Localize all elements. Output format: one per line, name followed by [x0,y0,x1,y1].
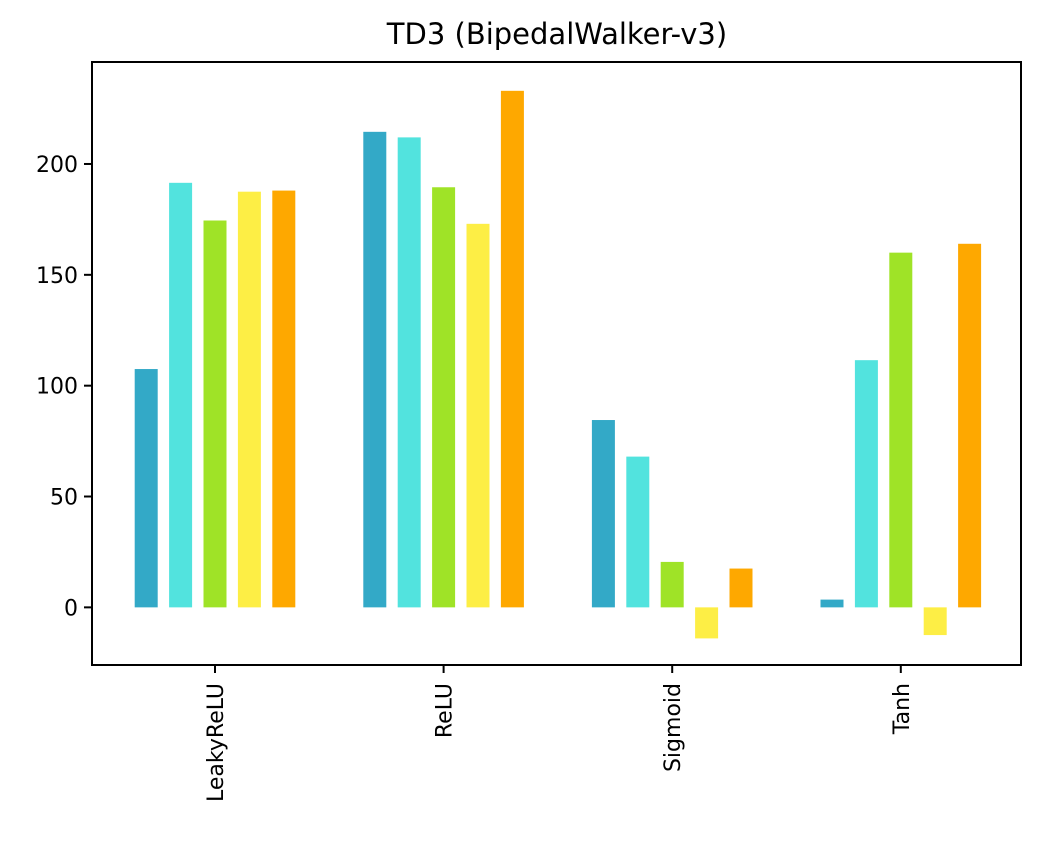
bar-leakyrelu-series-1 [134,369,158,608]
bar-relu-series-2 [397,137,421,608]
y-axis: 0 50 100 150 200 [36,153,92,621]
bar-relu-series-4 [466,223,490,608]
x-tick-label-tanh: Tanh [890,683,915,735]
bar-sigmoid-series-1 [591,420,615,608]
bar-sigmoid-series-2 [626,456,650,608]
bar-relu-series-5 [500,90,524,608]
bar-tanh-series-4 [923,607,947,636]
bar-sigmoid-series-3 [660,561,684,608]
y-tick-label: 100 [36,375,78,400]
x-tick-label-sigmoid: Sigmoid [661,683,686,772]
bar-leakyrelu-series-3 [203,220,227,608]
x-tick-label-relu: ReLU [433,683,458,738]
bar-leakyrelu-series-4 [237,191,261,608]
bar-leakyrelu-series-2 [169,182,193,608]
x-tick-label-leakyrelu: LeakyReLU [204,683,229,802]
y-tick-label: 0 [64,596,78,621]
bar-tanh-series-2 [854,360,878,608]
bar-relu-series-1 [363,131,387,608]
y-tick-label: 50 [50,486,78,511]
bar-tanh-series-5 [958,243,982,608]
bar-tanh-series-1 [820,599,844,608]
bar-sigmoid-series-4 [695,607,719,639]
plot-frame [91,61,1022,666]
bar-relu-series-3 [432,187,456,608]
chart-title: TD3 (BipedalWalker-v3) [386,17,727,51]
y-tick-label: 150 [36,264,78,289]
bar-leakyrelu-series-5 [272,190,296,608]
bar-sigmoid-series-5 [729,568,753,608]
bars-group [134,90,982,639]
bar-tanh-series-3 [889,252,913,608]
y-tick-label: 200 [36,153,78,178]
x-axis: LeakyReLU ReLU Sigmoid Tanh [204,665,915,802]
